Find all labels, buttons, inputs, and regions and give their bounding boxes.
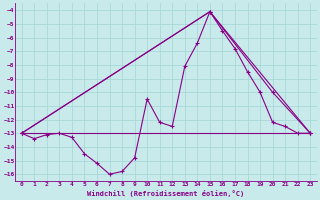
X-axis label: Windchill (Refroidissement éolien,°C): Windchill (Refroidissement éolien,°C) [87,190,244,197]
